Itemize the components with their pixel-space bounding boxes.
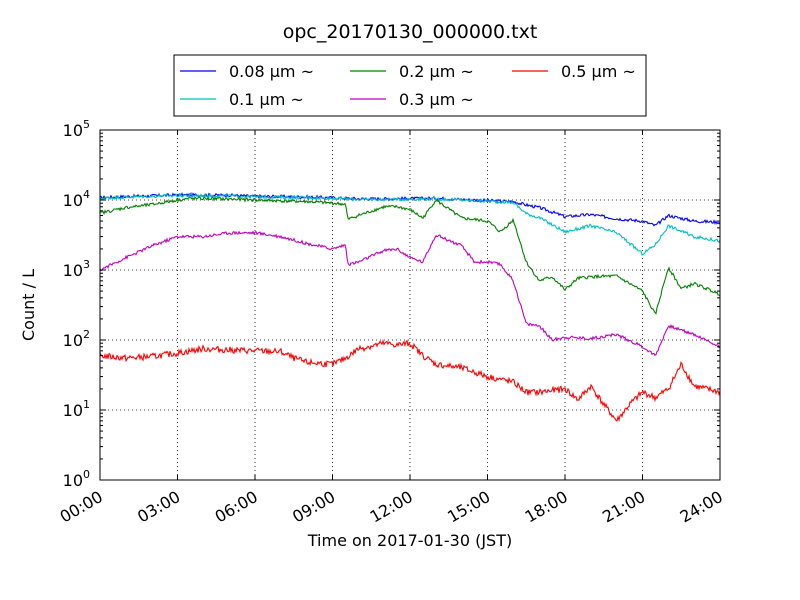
series-line [99,230,721,356]
axis-ticks [99,129,721,481]
legend-label: 0.1 μm ~ [229,90,304,109]
series-line [99,338,721,423]
legend-label: 0.2 μm ~ [399,62,474,81]
chart-title: opc_20170130_000000.txt [283,21,538,43]
legend-label: 0.5 μm ~ [561,62,636,81]
x-axis-label: Time on 2017-01-30 (JST) [307,531,512,550]
legend-box [173,54,647,117]
series-line [99,196,721,315]
legend-label: 0.3 μm ~ [399,90,474,109]
grid [100,130,720,480]
y-tick-label: 105 [63,118,90,140]
y-tick-label: 103 [63,258,90,280]
series-line [99,192,721,256]
legend-label: 0.08 μm ~ [229,62,314,81]
y-axis-label: Count / L [19,269,38,341]
y-tick-labels: 100 101 102 103 104 105 [63,118,90,490]
legend: 0.08 μm ~ 0.1 μm ~ 0.2 μm ~ 0.3 μm ~ 0.5 μm … [173,54,647,117]
y-tick-label: 104 [63,188,90,210]
y-tick-label: 101 [63,398,90,420]
y-tick-label: 102 [63,328,90,350]
series-lines [99,191,721,423]
y-tick-label: 100 [63,468,90,490]
